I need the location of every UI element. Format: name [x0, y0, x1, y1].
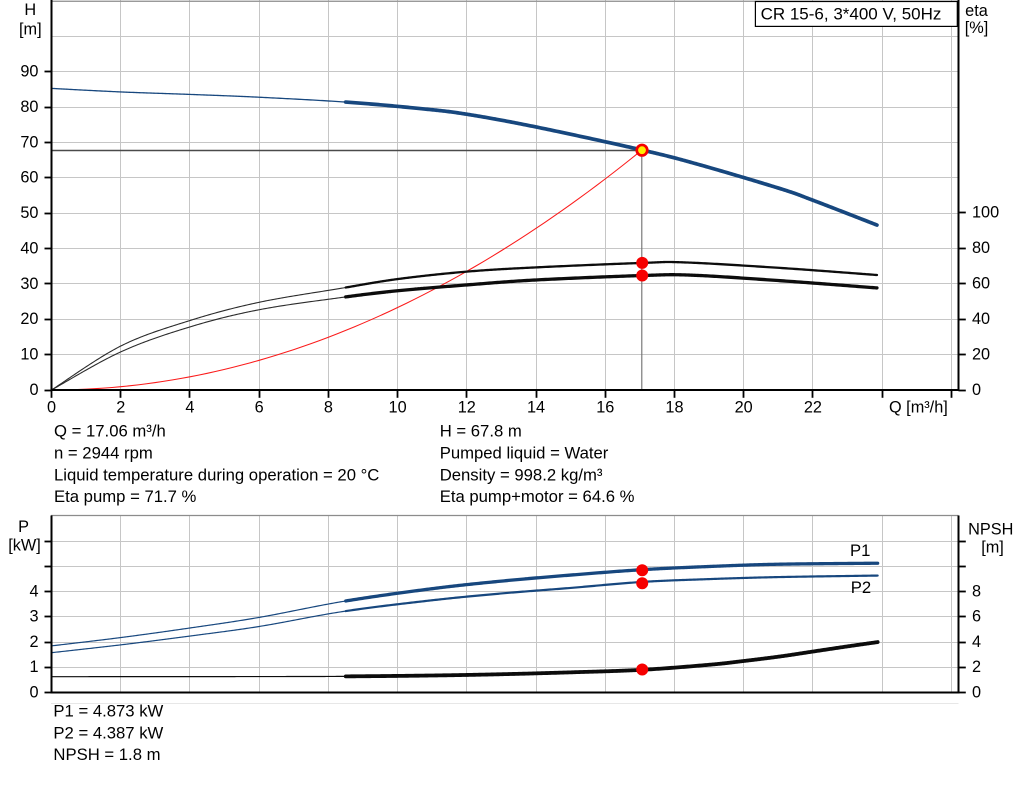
svg-text:12: 12 [458, 399, 476, 417]
svg-text:[m]: [m] [19, 21, 42, 39]
svg-text:0: 0 [29, 381, 38, 399]
svg-text:50: 50 [20, 204, 38, 222]
svg-text:Density = 998.2 kg/m³: Density = 998.2 kg/m³ [440, 465, 603, 484]
svg-text:3: 3 [29, 608, 38, 626]
svg-text:Q = 17.06 m³/h: Q = 17.06 m³/h [54, 422, 166, 441]
svg-text:4: 4 [29, 583, 38, 601]
svg-text:eta: eta [965, 2, 989, 20]
svg-text:4: 4 [972, 633, 981, 651]
svg-text:0: 0 [972, 683, 981, 701]
svg-text:Q [m³/h]: Q [m³/h] [889, 399, 948, 417]
svg-text:0: 0 [972, 381, 981, 399]
svg-text:90: 90 [20, 63, 38, 81]
svg-text:Pumped liquid = Water: Pumped liquid = Water [440, 444, 609, 463]
svg-text:6: 6 [255, 399, 264, 417]
svg-text:4: 4 [185, 399, 194, 417]
svg-text:Eta pump = 71.7 %: Eta pump = 71.7 % [54, 487, 197, 506]
svg-text:2: 2 [29, 633, 38, 651]
svg-text:2: 2 [116, 399, 125, 417]
svg-text:22: 22 [804, 399, 822, 417]
svg-text:8: 8 [324, 399, 333, 417]
svg-text:Eta pump+motor = 64.6 %: Eta pump+motor = 64.6 % [440, 487, 635, 506]
svg-text:80: 80 [20, 98, 38, 116]
svg-text:20: 20 [735, 399, 753, 417]
svg-text:P: P [18, 518, 29, 536]
svg-text:[kW]: [kW] [8, 537, 41, 555]
svg-text:40: 40 [20, 239, 38, 257]
svg-text:Liquid temperature during oper: Liquid temperature during operation = 20… [54, 465, 379, 484]
svg-text:8: 8 [972, 583, 981, 601]
svg-text:20: 20 [972, 345, 990, 363]
svg-text:0: 0 [47, 399, 56, 417]
svg-text:CR 15-6, 3*400 V, 50Hz: CR 15-6, 3*400 V, 50Hz [761, 5, 942, 24]
svg-text:0: 0 [29, 683, 38, 701]
svg-text:NPSH: NPSH [968, 521, 1013, 539]
svg-text:14: 14 [527, 399, 545, 417]
svg-text:16: 16 [596, 399, 614, 417]
svg-text:NPSH = 1.8 m: NPSH = 1.8 m [53, 745, 160, 764]
svg-text:[%]: [%] [965, 19, 989, 37]
svg-text:P1: P1 [850, 541, 870, 560]
svg-text:18: 18 [665, 399, 683, 417]
svg-text:60: 60 [972, 274, 990, 292]
svg-text:70: 70 [20, 133, 38, 151]
svg-text:10: 10 [389, 399, 407, 417]
svg-text:2: 2 [972, 658, 981, 676]
svg-text:40: 40 [972, 310, 990, 328]
svg-text:n = 2944 rpm: n = 2944 rpm [54, 444, 153, 463]
svg-text:P2: P2 [851, 578, 871, 597]
svg-text:P2 = 4.387 kW: P2 = 4.387 kW [53, 723, 163, 742]
svg-text:H: H [24, 1, 36, 19]
svg-text:20: 20 [20, 310, 38, 328]
svg-text:H = 67.8 m: H = 67.8 m [440, 422, 522, 441]
svg-text:10: 10 [20, 345, 38, 363]
svg-text:6: 6 [972, 608, 981, 626]
svg-text:1: 1 [29, 658, 38, 676]
svg-text:P1 = 4.873 kW: P1 = 4.873 kW [53, 702, 163, 721]
svg-text:[m]: [m] [981, 539, 1004, 557]
svg-text:80: 80 [972, 239, 990, 257]
svg-text:30: 30 [20, 275, 38, 293]
svg-text:60: 60 [20, 169, 38, 187]
svg-text:100: 100 [972, 204, 999, 222]
